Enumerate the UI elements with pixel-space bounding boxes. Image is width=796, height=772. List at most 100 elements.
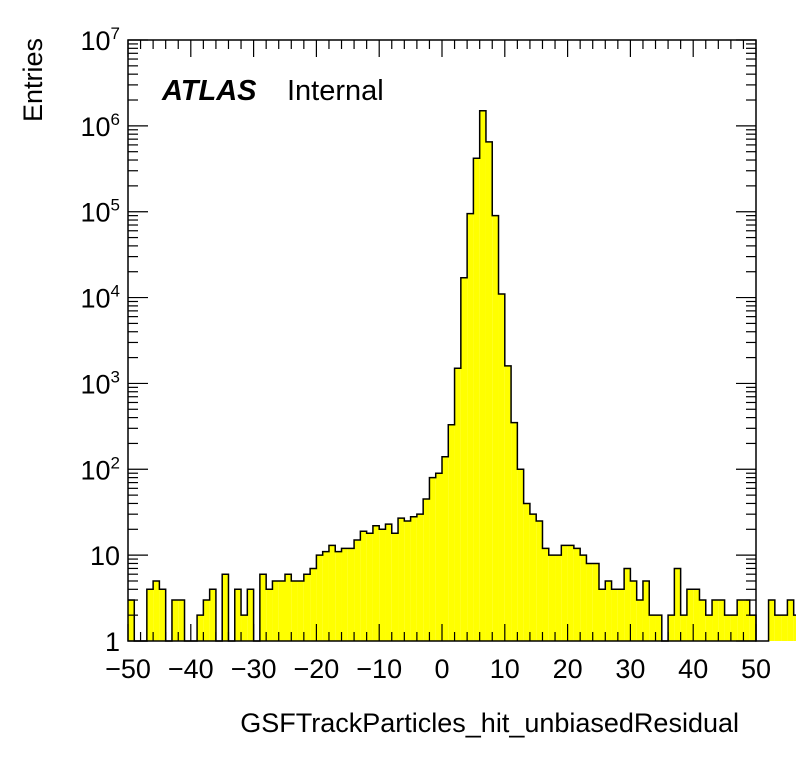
histogram-bar [429,477,436,641]
x-tick-label: −10 [356,654,402,684]
histogram-bar [259,574,267,641]
histogram-bar [693,589,700,641]
x-tick-label: −20 [293,654,339,684]
histogram-bar [391,533,399,641]
histogram-bar [485,141,493,641]
histogram-bar [410,516,417,641]
histogram-bar [473,158,480,641]
histogram-bar [146,589,154,641]
histogram-bar [442,456,449,641]
histogram-bar [536,520,543,641]
y-tick-label: 105 [80,196,120,228]
histogram-bar [573,548,581,641]
histogram-bar [561,545,568,641]
x-tick-label: −50 [105,654,151,684]
histogram-bar [718,600,725,641]
y-tick-label: 103 [80,367,120,399]
histogram-bar [354,540,361,641]
y-axis-title: Entries [18,38,48,122]
histogram-bar [781,615,788,641]
histogram-outline [128,109,796,642]
y-tick-label: 102 [80,453,120,485]
histogram-bar [203,600,210,641]
histogram-bar [705,615,713,641]
histogram-bar [599,589,606,641]
histogram-bar [366,533,373,641]
histogram-bar [222,574,229,641]
histogram-bar [743,600,750,641]
x-tick-label: 20 [553,654,583,684]
x-tick-label: 0 [434,654,449,684]
histogram-bar [385,524,392,641]
y-tick-label: 104 [80,282,120,314]
histogram-bar [209,589,216,641]
histogram-bar [498,294,505,641]
histogram-bar [529,514,537,641]
histogram-bar [642,580,650,641]
histogram-bars-layer [128,109,796,642]
histogram-bar [347,548,355,641]
histogram-bar [247,589,254,641]
histogram-bar [467,213,474,641]
histogram-bar [171,600,179,641]
histogram-bar [749,615,756,641]
histogram-bar [580,555,587,641]
histogram-bar [460,277,468,641]
histogram-bar [234,589,242,641]
histogram-bar [454,368,461,641]
y-tick-label: 107 [80,24,120,56]
histogram-bar [548,555,556,641]
histogram-bar [617,589,625,641]
histogram-bar [555,555,562,641]
histogram-bar [341,548,348,641]
histogram-bar [668,615,675,641]
y-tick-label: 106 [80,110,120,142]
histogram-bar [322,551,329,641]
histogram-bar [699,600,706,641]
histogram-bar [674,568,681,641]
y-tick-label: 10 [90,541,120,571]
x-tick-labels: −50 −40 −30 −20 −10 0 10 20 30 40 50 [105,654,771,684]
histogram-bar [159,589,166,641]
x-tick-label: 30 [615,654,645,684]
x-tick-label: 10 [490,654,520,684]
histogram-bar [768,600,775,641]
histogram-bar [379,529,386,641]
histogram-bar [542,548,549,641]
histogram-bar [592,563,599,641]
histogram-bar [511,422,518,641]
histogram-bar [724,615,731,641]
histogram-bar [774,615,782,641]
histogram-bar [360,531,367,641]
histogram-bar [605,580,612,641]
histogram-bar [272,580,279,641]
histogram-bar [624,568,631,641]
histogram-bar [793,615,796,641]
histogram-bar [737,600,744,641]
histogram-bar [372,525,380,641]
x-tick-label: −40 [168,654,214,684]
histogram-bar [285,574,292,641]
histogram-bar [730,615,738,641]
histogram-bar [787,600,794,641]
histogram-bar [404,520,411,641]
histogram-bar [680,615,687,641]
atlas-label: ATLAS [161,75,257,107]
histogram-bar [416,514,424,641]
x-tick-label: −30 [231,654,277,684]
histogram-bar [630,580,637,641]
histogram-bar [316,555,323,641]
histogram-bar [712,600,719,641]
histogram-bar [435,473,442,641]
axis-ticks-layer [127,39,757,642]
histogram-bar [278,580,285,641]
histogram-bar [291,580,298,641]
histogram-bar [178,600,185,641]
histogram-bar [655,615,662,641]
histogram-bar [649,615,656,641]
histogram-bar [492,215,499,642]
histogram-bar [197,615,204,641]
y-tick-label: 1 [105,627,120,657]
histogram-bar [636,600,643,641]
